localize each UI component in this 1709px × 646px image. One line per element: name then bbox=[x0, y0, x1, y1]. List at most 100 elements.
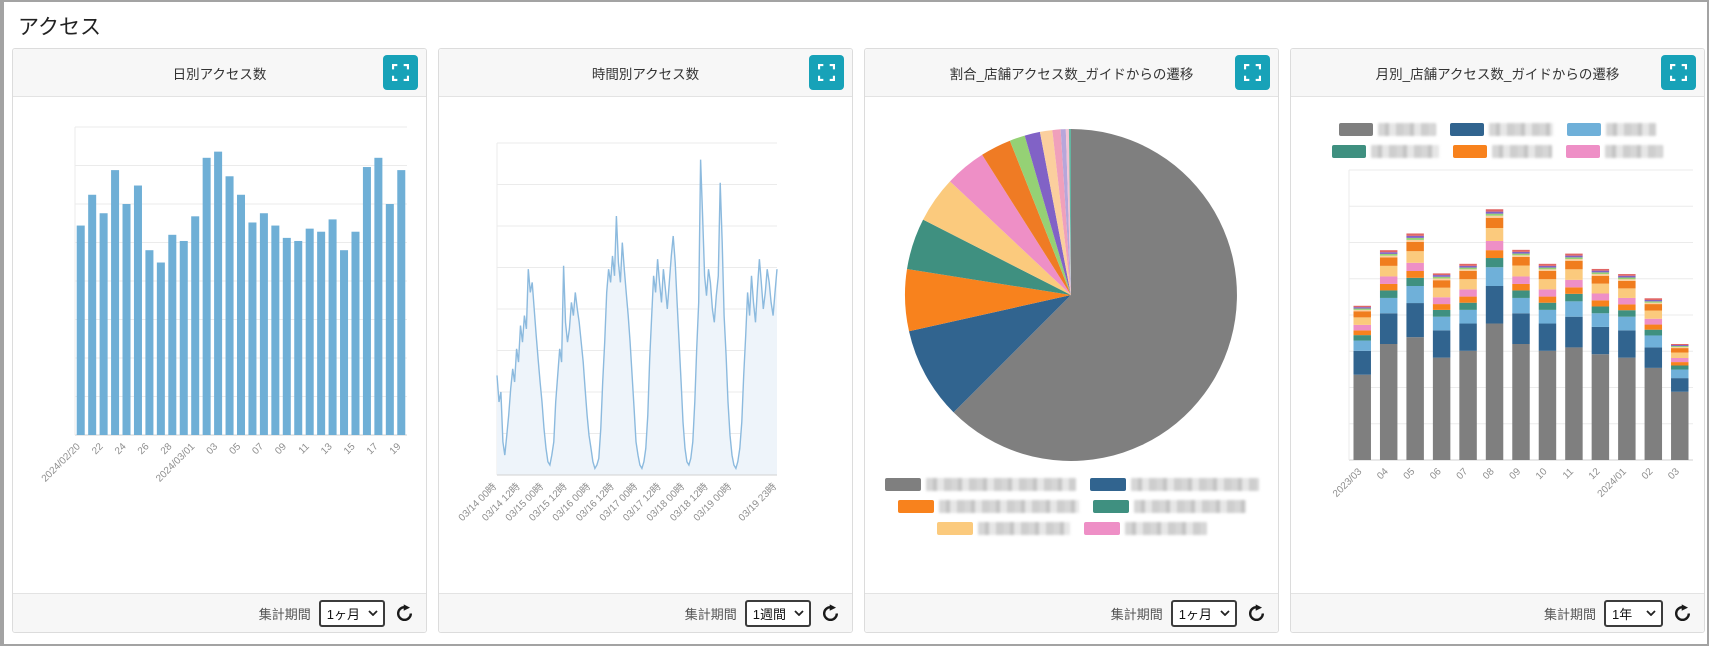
bar[interactable] bbox=[133, 185, 142, 435]
stacked-bar-segment[interactable] bbox=[1379, 290, 1398, 298]
refresh-button[interactable] bbox=[821, 603, 840, 623]
stacked-bar-segment[interactable] bbox=[1485, 217, 1504, 228]
stacked-bar-segment[interactable] bbox=[1618, 280, 1636, 289]
stacked-bar-segment[interactable] bbox=[1618, 274, 1636, 276]
bar[interactable] bbox=[328, 219, 337, 435]
stacked-bar-segment[interactable] bbox=[1353, 374, 1371, 460]
stacked-bar-segment[interactable] bbox=[1565, 259, 1583, 261]
stacked-bar-segment[interactable] bbox=[1485, 209, 1504, 212]
pie-slice[interactable] bbox=[923, 181, 1071, 295]
bar[interactable] bbox=[259, 213, 268, 435]
stacked-bar-segment[interactable] bbox=[1406, 270, 1424, 278]
stacked-bar-segment[interactable] bbox=[1353, 305, 1371, 308]
stacked-bar-segment[interactable] bbox=[1618, 310, 1636, 317]
bar[interactable] bbox=[340, 250, 349, 435]
stacked-bar-segment[interactable] bbox=[1512, 276, 1530, 284]
legend-item[interactable] bbox=[1566, 145, 1663, 158]
stacked-bar-segment[interactable] bbox=[1512, 290, 1530, 298]
stacked-bar-segment[interactable] bbox=[1565, 287, 1583, 294]
period-select[interactable]: 1ヶ月 bbox=[1170, 599, 1237, 627]
stacked-bar-segment[interactable] bbox=[1565, 347, 1583, 460]
stacked-bar-segment[interactable] bbox=[1538, 350, 1557, 460]
stacked-bar-segment[interactable] bbox=[1353, 309, 1371, 312]
bar[interactable] bbox=[145, 250, 154, 435]
stacked-bar-segment[interactable] bbox=[1485, 258, 1504, 268]
refresh-button[interactable] bbox=[1247, 603, 1266, 623]
stacked-bar-segment[interactable] bbox=[1512, 257, 1530, 266]
stacked-bar-segment[interactable] bbox=[1379, 265, 1398, 277]
legend-item[interactable] bbox=[1083, 522, 1207, 535]
stacked-bar-segment[interactable] bbox=[1459, 309, 1477, 324]
bar[interactable] bbox=[202, 157, 211, 436]
stacked-bar-segment[interactable] bbox=[1644, 302, 1663, 305]
pie-slice[interactable] bbox=[1009, 135, 1071, 295]
bar[interactable] bbox=[191, 216, 200, 435]
stacked-bar-segment[interactable] bbox=[1432, 287, 1451, 298]
stacked-bar-segment[interactable] bbox=[1618, 316, 1636, 331]
bar[interactable] bbox=[305, 228, 314, 435]
stacked-bar-segment[interactable] bbox=[1591, 275, 1610, 284]
stacked-bar-segment[interactable] bbox=[1618, 275, 1636, 278]
stacked-bar-segment[interactable] bbox=[1459, 269, 1477, 271]
stacked-bar-segment[interactable] bbox=[1432, 316, 1451, 331]
stacked-bar-segment[interactable] bbox=[1644, 304, 1663, 311]
stacked-bar-segment[interactable] bbox=[1432, 273, 1451, 276]
legend-item[interactable] bbox=[1450, 123, 1553, 136]
stacked-bar-segment[interactable] bbox=[1512, 249, 1530, 252]
stacked-bar-segment[interactable] bbox=[1379, 344, 1398, 460]
pie-slice[interactable] bbox=[1052, 129, 1071, 295]
legend-item[interactable] bbox=[1332, 145, 1439, 158]
stacked-bar-segment[interactable] bbox=[1671, 347, 1689, 349]
stacked-bar-segment[interactable] bbox=[1485, 228, 1504, 241]
stacked-bar-segment[interactable] bbox=[1512, 344, 1530, 460]
stacked-bar-segment[interactable] bbox=[1591, 268, 1610, 271]
stacked-bar-segment[interactable] bbox=[1512, 251, 1530, 254]
stacked-bar-segment[interactable] bbox=[1644, 347, 1663, 368]
stacked-bar-segment[interactable] bbox=[1353, 350, 1371, 375]
stacked-bar-segment[interactable] bbox=[1379, 255, 1398, 258]
stacked-bar-segment[interactable] bbox=[1671, 365, 1689, 370]
stacked-bar-segment[interactable] bbox=[1671, 362, 1689, 366]
stacked-bar-segment[interactable] bbox=[1512, 313, 1530, 344]
stacked-bar-segment[interactable] bbox=[1618, 304, 1636, 311]
stacked-bar-segment[interactable] bbox=[1459, 302, 1477, 310]
stacked-bar-segment[interactable] bbox=[1432, 276, 1451, 279]
bar[interactable] bbox=[236, 194, 246, 435]
stacked-bar-segment[interactable] bbox=[1618, 357, 1636, 460]
pie-slice[interactable] bbox=[1065, 129, 1071, 295]
stacked-bar-segment[interactable] bbox=[1671, 344, 1689, 346]
stacked-bar-segment[interactable] bbox=[1379, 276, 1398, 284]
pie-slice[interactable] bbox=[953, 129, 1237, 461]
stacked-bar-segment[interactable] bbox=[1671, 345, 1689, 347]
fullscreen-button[interactable] bbox=[1661, 55, 1696, 90]
stacked-bar-segment[interactable] bbox=[1671, 391, 1689, 460]
bar[interactable] bbox=[99, 213, 108, 435]
bar[interactable] bbox=[168, 234, 177, 435]
stacked-bar-segment[interactable] bbox=[1406, 235, 1424, 238]
stacked-bar-segment[interactable] bbox=[1644, 367, 1663, 460]
bar[interactable] bbox=[385, 204, 394, 435]
legend-item[interactable] bbox=[884, 478, 1076, 491]
stacked-bar-segment[interactable] bbox=[1353, 308, 1371, 310]
stacked-bar-segment[interactable] bbox=[1459, 296, 1477, 303]
data-line[interactable] bbox=[496, 159, 778, 471]
stacked-bar-segment[interactable] bbox=[1353, 324, 1371, 331]
stacked-bar-segment[interactable] bbox=[1565, 293, 1583, 302]
stacked-bar-segment[interactable] bbox=[1644, 298, 1663, 300]
stacked-bar-segment[interactable] bbox=[1565, 316, 1583, 348]
stacked-bar-segment[interactable] bbox=[1671, 352, 1689, 358]
legend-item[interactable] bbox=[1092, 500, 1246, 513]
bar[interactable] bbox=[179, 240, 188, 435]
stacked-bar-segment[interactable] bbox=[1485, 250, 1504, 259]
stacked-bar-segment[interactable] bbox=[1644, 324, 1663, 330]
stacked-bar-segment[interactable] bbox=[1538, 265, 1557, 268]
stacked-bar-segment[interactable] bbox=[1353, 340, 1371, 351]
stacked-bar-segment[interactable] bbox=[1406, 262, 1424, 271]
stacked-bar-segment[interactable] bbox=[1565, 260, 1583, 270]
fullscreen-button[interactable] bbox=[1235, 55, 1270, 90]
fullscreen-button[interactable] bbox=[383, 55, 418, 90]
stacked-bar-segment[interactable] bbox=[1485, 323, 1504, 460]
stacked-bar-segment[interactable] bbox=[1565, 257, 1583, 260]
stacked-bar-segment[interactable] bbox=[1671, 346, 1689, 348]
stacked-bar-segment[interactable] bbox=[1379, 283, 1398, 291]
